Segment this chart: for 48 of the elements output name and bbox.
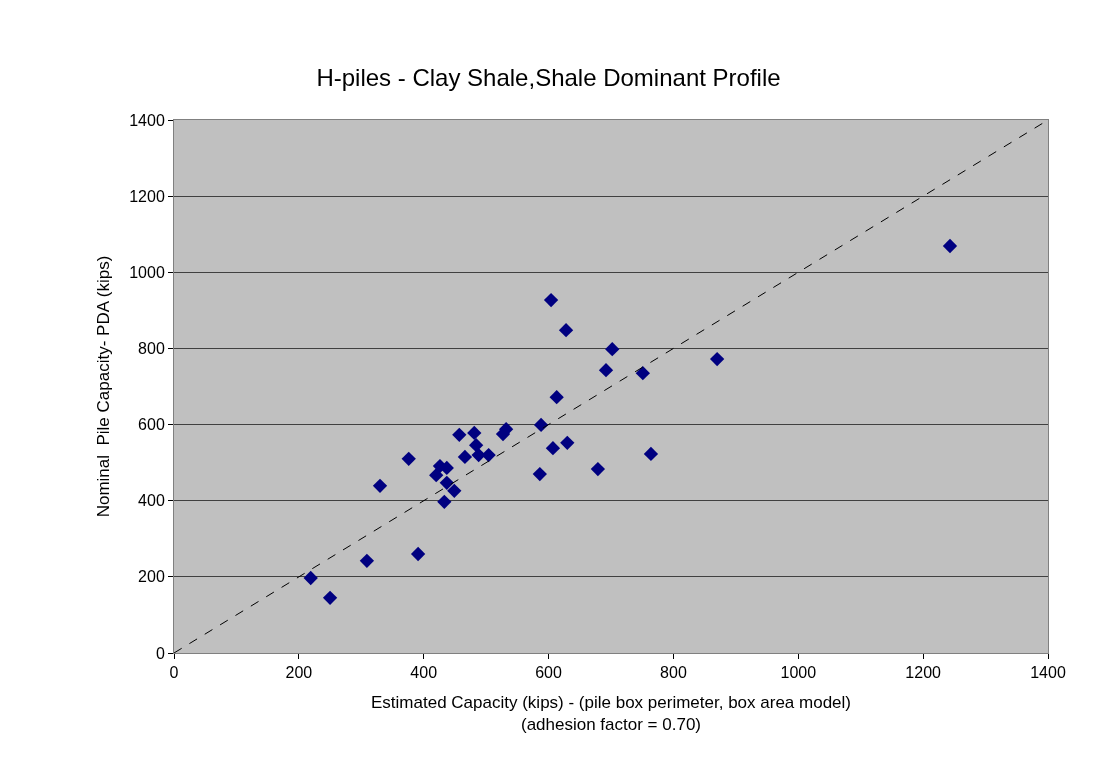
point [643,446,659,462]
x-tick-label: 800 [660,664,687,682]
point [372,478,388,494]
point [635,366,650,381]
point [605,342,620,357]
x-tick-label: 400 [410,664,438,682]
point [549,390,564,405]
point [447,483,462,498]
y-tick-label: 1200 [129,187,165,205]
x-tick-label: 200 [285,664,313,682]
point [437,494,452,510]
point [590,461,606,477]
point [467,425,482,441]
point [429,468,444,483]
x-tick-label: 1400 [1030,664,1066,682]
point [545,441,561,456]
point [533,417,549,433]
point [410,546,426,562]
point [322,590,338,605]
point [303,570,318,586]
point [481,447,496,463]
y-tick-label: 0 [155,644,165,662]
point [709,351,725,367]
y-tick-label: 1000 [129,263,165,281]
y-tick-label: 600 [138,416,165,434]
point [469,437,484,453]
x-axis-title: Estimated Capacity (kips) - (pile box perimeter, box area model) (adhesion factor = 0.70) [371,692,851,734]
x-tick-label: 1000 [780,664,817,682]
x-tick-label: 600 [535,664,563,682]
point [439,475,454,490]
point [598,362,614,378]
point [452,427,467,442]
x-tick-label: 0 [169,664,179,682]
y-tick-label: 800 [138,340,165,358]
point [359,553,375,569]
y-axis-title: Nominal Pile Capacity- PDA (kips) [93,255,113,518]
y-tick-label: 200 [138,568,165,586]
chart-title: H-piles - Clay Shale,Shale Dominant Profile [316,63,781,91]
point [942,238,958,254]
point [401,451,416,466]
y-tick-label: 400 [138,492,165,510]
y-tick-label: 1400 [129,111,165,129]
point [558,323,574,338]
point [543,292,559,308]
point [532,466,547,482]
point [560,435,575,450]
x-tick-label: 1200 [905,664,942,682]
point [457,449,473,465]
